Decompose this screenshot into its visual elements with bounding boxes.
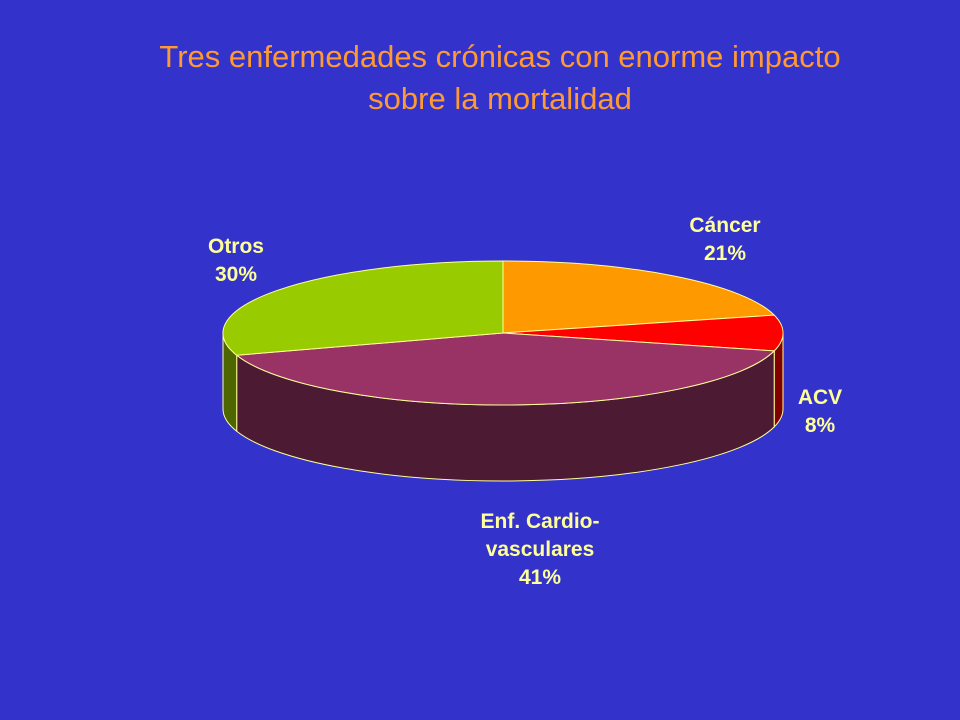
label-otros: Otros 30% (186, 233, 286, 289)
slide-title: Tres enfermedades crónicas con enorme im… (0, 36, 960, 120)
label-cancer-pct: 21% (703, 242, 747, 265)
label-otros-name: Otros (207, 235, 264, 258)
title-line-2: sobre la mortalidad (368, 81, 632, 116)
pie-slice-cancer (502, 260, 776, 334)
title-line-1: Tres enfermedades crónicas con enorme im… (159, 39, 841, 74)
label-otros-pct: 30% (214, 263, 258, 286)
label-cancer: Cáncer 21% (670, 212, 780, 268)
pie-slice-otros (222, 260, 504, 356)
pie-slice-enf-cardio-vasculares (235, 332, 776, 406)
label-acv-name: ACV (797, 386, 843, 409)
label-cardio-name-1: Enf. Cardio- (480, 510, 600, 533)
pie-slice-acv (502, 314, 784, 352)
label-acv: ACV 8% (780, 384, 860, 440)
label-cancer-name: Cáncer (689, 214, 761, 237)
label-acv-pct: 8% (804, 414, 836, 437)
label-cardio-name-2: vasculares (485, 538, 595, 561)
label-cardiovascular: Enf. Cardio- vasculares 41% (430, 508, 650, 592)
label-cardio-pct: 41% (518, 566, 562, 589)
